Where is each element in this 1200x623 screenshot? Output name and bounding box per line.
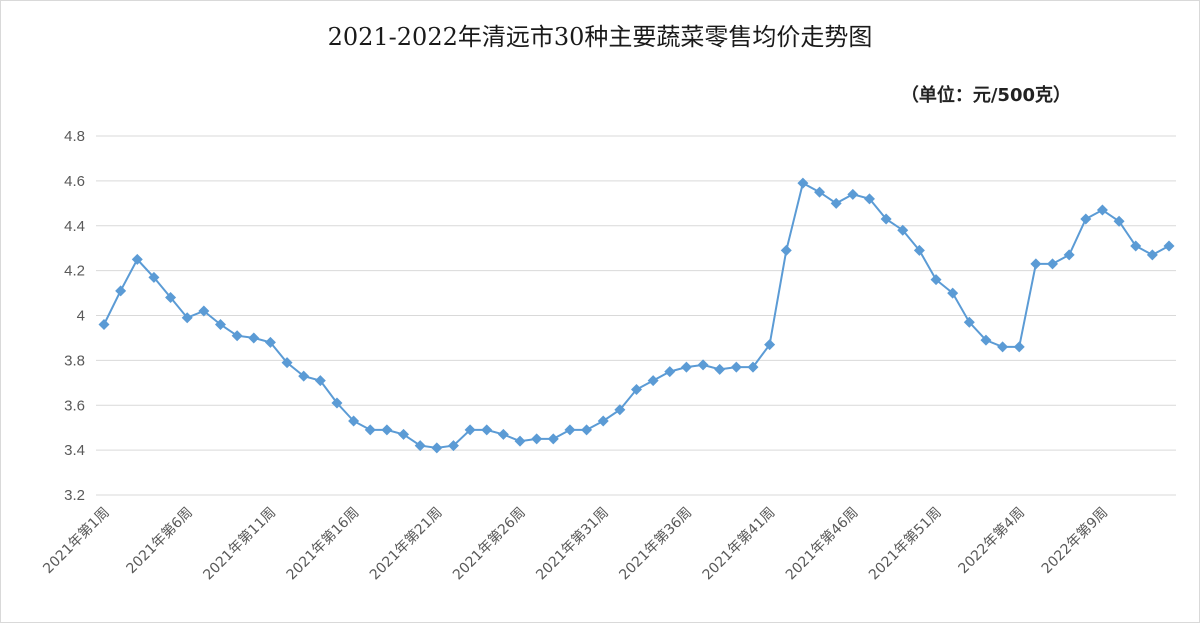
data-point — [1163, 240, 1175, 252]
data-point — [1047, 258, 1059, 270]
data-point — [414, 440, 426, 452]
data-point — [547, 433, 559, 445]
data-point — [481, 424, 493, 436]
y-tick-label: 3.4 — [64, 442, 85, 459]
data-point — [431, 442, 443, 454]
data-point — [398, 428, 410, 440]
data-point — [614, 404, 626, 416]
data-point — [980, 334, 992, 346]
data-point — [863, 193, 875, 205]
data-point — [997, 341, 1009, 353]
data-point — [797, 177, 809, 189]
data-point — [680, 361, 692, 373]
data-point — [581, 424, 593, 436]
data-point — [364, 424, 376, 436]
data-point — [697, 359, 709, 371]
data-point — [930, 274, 942, 286]
data-point — [231, 330, 243, 342]
data-point — [198, 305, 210, 317]
y-tick-label: 4 — [77, 308, 85, 325]
data-point — [963, 316, 975, 328]
data-point — [248, 332, 260, 344]
data-point — [497, 428, 509, 440]
data-point — [148, 271, 160, 283]
data-point — [447, 440, 459, 452]
data-point — [381, 424, 393, 436]
data-point — [764, 339, 776, 351]
data-point — [331, 397, 343, 409]
chart-title: 2021-2022年清远市30种主要蔬菜零售均价走势图 — [327, 23, 873, 51]
data-point — [115, 285, 127, 297]
y-tick-label: 4.4 — [64, 218, 85, 235]
unit-label: （单位：元/500克） — [900, 85, 1071, 106]
data-point — [1130, 240, 1142, 252]
data-point — [564, 424, 576, 436]
y-axis-ticks: 3.2 3.4 3.6 3.8 4 4.2 4.4 4.6 4.8 — [64, 128, 85, 504]
x-tick-label: 2021年第36周 — [616, 504, 696, 584]
y-tick-label: 3.6 — [64, 397, 85, 414]
x-tick-label: 2021年第11周 — [200, 504, 280, 584]
data-point — [348, 415, 360, 427]
data-point — [847, 188, 859, 200]
y-tick-label: 3.8 — [64, 352, 85, 369]
data-point — [131, 253, 143, 265]
data-point — [1113, 215, 1125, 227]
data-point — [298, 370, 310, 382]
data-point — [1146, 249, 1158, 261]
x-tick-label: 2021年第16周 — [283, 504, 363, 584]
data-point — [880, 213, 892, 225]
data-point — [314, 375, 326, 387]
x-tick-label: 2021年第46周 — [782, 504, 862, 584]
x-tick-label: 2021年第1周 — [40, 504, 113, 577]
x-tick-label: 2021年第21周 — [366, 504, 446, 584]
data-point — [664, 366, 676, 378]
data-point — [947, 287, 959, 299]
data-point — [464, 424, 476, 436]
x-tick-label: 2021年第41周 — [699, 504, 779, 584]
data-point — [597, 415, 609, 427]
x-tick-label: 2021年第31周 — [533, 504, 613, 584]
x-tick-label: 2022年第4周 — [955, 504, 1028, 577]
data-point — [647, 375, 659, 387]
x-tick-label: 2021年第26周 — [449, 504, 529, 584]
data-point — [1013, 341, 1025, 353]
gridlines — [96, 135, 1176, 496]
data-point — [1080, 213, 1092, 225]
data-point — [214, 318, 226, 330]
y-tick-label: 4.2 — [64, 263, 85, 280]
data-point — [281, 357, 293, 369]
data-point — [514, 435, 526, 447]
data-point — [714, 363, 726, 375]
data-point — [747, 361, 759, 373]
data-point — [897, 224, 909, 236]
data-point — [830, 197, 842, 209]
data-point — [181, 312, 193, 324]
data-point — [730, 361, 742, 373]
data-point — [531, 433, 543, 445]
data-point — [165, 292, 177, 304]
data-point — [913, 244, 925, 256]
data-point — [98, 318, 110, 330]
data-point — [631, 384, 642, 396]
x-tick-label: 2021年第51周 — [865, 504, 945, 584]
data-markers — [98, 177, 1175, 454]
data-point — [1096, 204, 1108, 216]
data-point — [264, 336, 276, 348]
y-tick-label: 4.6 — [64, 173, 85, 190]
data-point — [1030, 258, 1042, 270]
y-tick-label: 4.8 — [64, 128, 85, 145]
data-point — [1063, 249, 1075, 261]
y-tick-label: 3.2 — [64, 487, 85, 504]
x-tick-label: 2022年第9周 — [1038, 504, 1111, 577]
data-point — [780, 244, 792, 256]
data-point — [814, 186, 826, 198]
x-tick-label: 2021年第6周 — [123, 504, 196, 577]
x-axis-ticks: 2021年第1周 2021年第6周 2021年第11周 2021年第16周 2021年第… — [40, 504, 1112, 584]
